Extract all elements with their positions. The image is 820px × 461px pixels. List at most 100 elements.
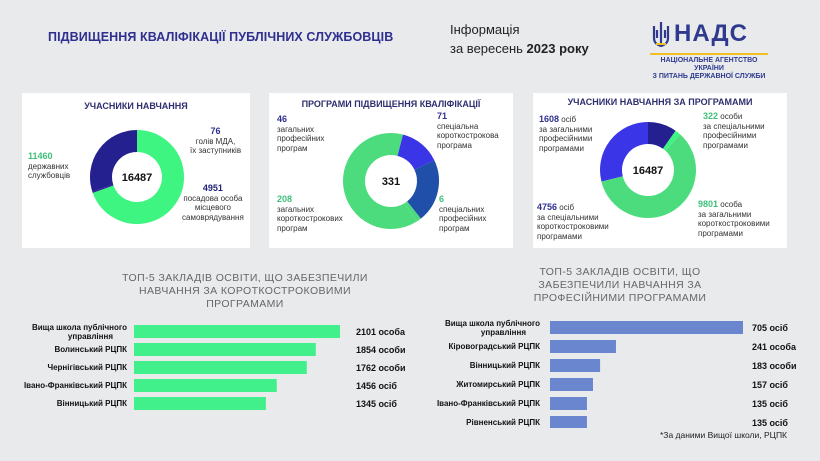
bar bbox=[134, 397, 266, 410]
bar-category-label: Кіровоградський РЦПК bbox=[449, 342, 541, 351]
bar bbox=[134, 379, 277, 392]
footnote: *За даними Вищої школи, РЦПК bbox=[660, 430, 788, 440]
section-title-prof-programs: ТОП-5 ЗАКЛАДІВ ОСВІТИ, ЩО ЗАБЕЗПЕЧИЛИ НА… bbox=[505, 266, 735, 305]
label-text: програмами bbox=[537, 231, 582, 241]
logo-name: НАДС bbox=[674, 20, 748, 47]
bar-category-label: Івано-Франківський РЦПК bbox=[437, 399, 540, 408]
card-participants-by-program: УЧАСНИКИ НАВЧАННЯ ЗА ПРОГРАМАМИ 16487 16… bbox=[533, 93, 787, 248]
bar-category-label: Волинський РЦПК bbox=[54, 345, 127, 354]
donut-slice bbox=[600, 122, 649, 182]
slice-label-local: 4951 посадова особа місцевого самоврядув… bbox=[182, 183, 244, 222]
label-text: спеціальна bbox=[437, 121, 479, 131]
label-text: професійними bbox=[539, 134, 593, 143]
donut-slice bbox=[90, 130, 138, 192]
section-title-short-programs: ТОП-5 ЗАКЛАДІВ ОСВІТИ, ЩО ЗАБЕЗПЕЧИЛИ НА… bbox=[95, 272, 395, 311]
donut-programs: 331 bbox=[343, 133, 439, 229]
info-line1: Інформація bbox=[450, 22, 520, 37]
donut-slice bbox=[404, 201, 421, 222]
slice-label-special-prof: 322 особи за спеціальними професійними п… bbox=[703, 111, 765, 150]
label-value: 4951 bbox=[202, 183, 223, 193]
section-title-line: ПРОФЕСІЙНИМИ ПРОГРАМАМИ bbox=[533, 292, 707, 304]
slice-label-civil-servants: 11460 державних службовців bbox=[28, 151, 71, 181]
donut-participants-by-program: 16487 bbox=[600, 122, 696, 218]
bar bbox=[550, 378, 593, 391]
label-value: 6 bbox=[439, 194, 445, 204]
bar bbox=[134, 361, 307, 374]
bar-category-label: Рівненський РЦПК bbox=[466, 418, 540, 427]
section-title-line: ТОП-5 ЗАКЛАДІВ ОСВІТИ, ЩО bbox=[539, 266, 701, 278]
bar-value-label: 241 особа bbox=[752, 342, 797, 352]
nads-logo: НАДС НАЦІОНАЛЬНЕ АГЕНТСТВО УКРАЇНИ З ПИТ… bbox=[650, 20, 770, 80]
bar-chart-short-programs: Вища школа публічного управління 2101 особ… bbox=[24, 323, 406, 410]
bar-category-label: Житомирський РЦПК bbox=[455, 380, 540, 389]
label-text: місцевого bbox=[194, 203, 231, 212]
label-text: програма bbox=[437, 140, 472, 150]
label-unit: особа bbox=[718, 200, 743, 209]
label-text: за загальними bbox=[698, 209, 752, 219]
label-value: 208 bbox=[277, 194, 293, 204]
info-prefix: за вересень bbox=[450, 41, 527, 56]
label-text: за спеціальними bbox=[537, 212, 599, 222]
bar bbox=[550, 321, 743, 334]
label-unit: особи bbox=[718, 112, 743, 121]
label-text: державних bbox=[28, 161, 69, 171]
label-text: програмами bbox=[698, 228, 743, 238]
section-title-line: НАВЧАННЯ ЗА КОРОТКОСТРОКОВИМИ bbox=[139, 285, 351, 297]
bar bbox=[134, 343, 316, 356]
logo-sub-1: НАЦІОНАЛЬНЕ АГЕНТСТВО УКРАЇНИ bbox=[660, 57, 758, 72]
label-text: їх заступників bbox=[190, 146, 242, 155]
donut-slice bbox=[343, 133, 417, 229]
label-text: професійними bbox=[703, 131, 757, 140]
bar bbox=[550, 340, 616, 353]
info-year: 2023 року bbox=[526, 41, 589, 56]
section-title-line: ПРОГРАМАМИ bbox=[206, 298, 284, 310]
label-text: за загальними bbox=[539, 124, 593, 134]
card-programs: ПРОГРАМИ ПІДВИЩЕННЯ КВАЛІФІКАЦІЇ 331 46 … bbox=[269, 93, 513, 248]
bar bbox=[550, 416, 587, 428]
label-text: за спеціальними bbox=[703, 121, 765, 131]
page-title: ПІДВИЩЕННЯ КВАЛІФІКАЦІЇ ПУБЛІЧНИХ СЛУЖБО… bbox=[48, 30, 394, 44]
card-title: ПРОГРАМИ ПІДВИЩЕННЯ КВАЛІФІКАЦІЇ bbox=[301, 99, 481, 109]
slice-label-special-prof: 6 спеціальних професійних програм bbox=[439, 194, 486, 233]
bar-category-label: Івано-Франківський РЦПК bbox=[24, 381, 127, 390]
label-text: самоврядування bbox=[182, 212, 244, 222]
label-text: посадова особа bbox=[183, 193, 243, 203]
label-text: короткострокових bbox=[277, 214, 343, 223]
label-text: професійних bbox=[277, 134, 325, 143]
donut-slice bbox=[662, 130, 681, 151]
label-text: програмами bbox=[703, 140, 748, 150]
bar-value-label: 135 осіб bbox=[752, 399, 788, 409]
donut-participants: 16487 bbox=[90, 130, 184, 224]
label-value: 46 bbox=[277, 114, 288, 124]
bar-value-label: 1456 осіб bbox=[356, 381, 397, 391]
donut-center-total: 16487 bbox=[122, 172, 153, 184]
bar-value-label: 1345 осіб bbox=[356, 399, 397, 409]
label-value: 71 bbox=[437, 111, 448, 121]
bar bbox=[550, 359, 601, 372]
label-text: службовців bbox=[28, 171, 71, 180]
label-value: 1608 bbox=[539, 114, 560, 124]
card-title: УЧАСНИКИ НАВЧАННЯ bbox=[84, 101, 188, 111]
label-text: короткострокова bbox=[437, 131, 499, 140]
label-text: загальних bbox=[277, 124, 315, 134]
logo-divider bbox=[650, 53, 768, 55]
donut-slice bbox=[406, 160, 439, 219]
label-value: 4756 bbox=[537, 202, 558, 212]
logo-sub-2: З ПИТАНЬ ДЕРЖАВНОЇ СЛУЖБИ bbox=[652, 73, 766, 80]
bar-value-label: 157 осіб bbox=[752, 380, 788, 390]
report-period: Інформація за вересень 2023 року bbox=[450, 20, 589, 58]
slice-label-special-short: 71 спеціальна короткострокова програма bbox=[437, 111, 499, 150]
label-text: короткостроковими bbox=[698, 219, 770, 228]
donut-slice bbox=[601, 134, 696, 218]
label-text: голів МДА, bbox=[195, 136, 236, 146]
slice-label-general-short: 208 загальних короткострокових програм bbox=[277, 194, 343, 233]
label-unit: осіб bbox=[559, 115, 577, 124]
bar bbox=[134, 325, 340, 338]
trident-icon bbox=[652, 22, 670, 48]
card-participants: УЧАСНИКИ НАВЧАННЯ 16487 11460 державних … bbox=[22, 93, 250, 248]
label-unit: осіб bbox=[557, 203, 575, 212]
donut-center-total: 331 bbox=[382, 176, 400, 188]
label-text: загальних bbox=[277, 204, 315, 214]
bar-value-label: 1762 особи bbox=[356, 363, 406, 373]
bar-category-label: Вінницький РЦПК bbox=[470, 361, 540, 370]
